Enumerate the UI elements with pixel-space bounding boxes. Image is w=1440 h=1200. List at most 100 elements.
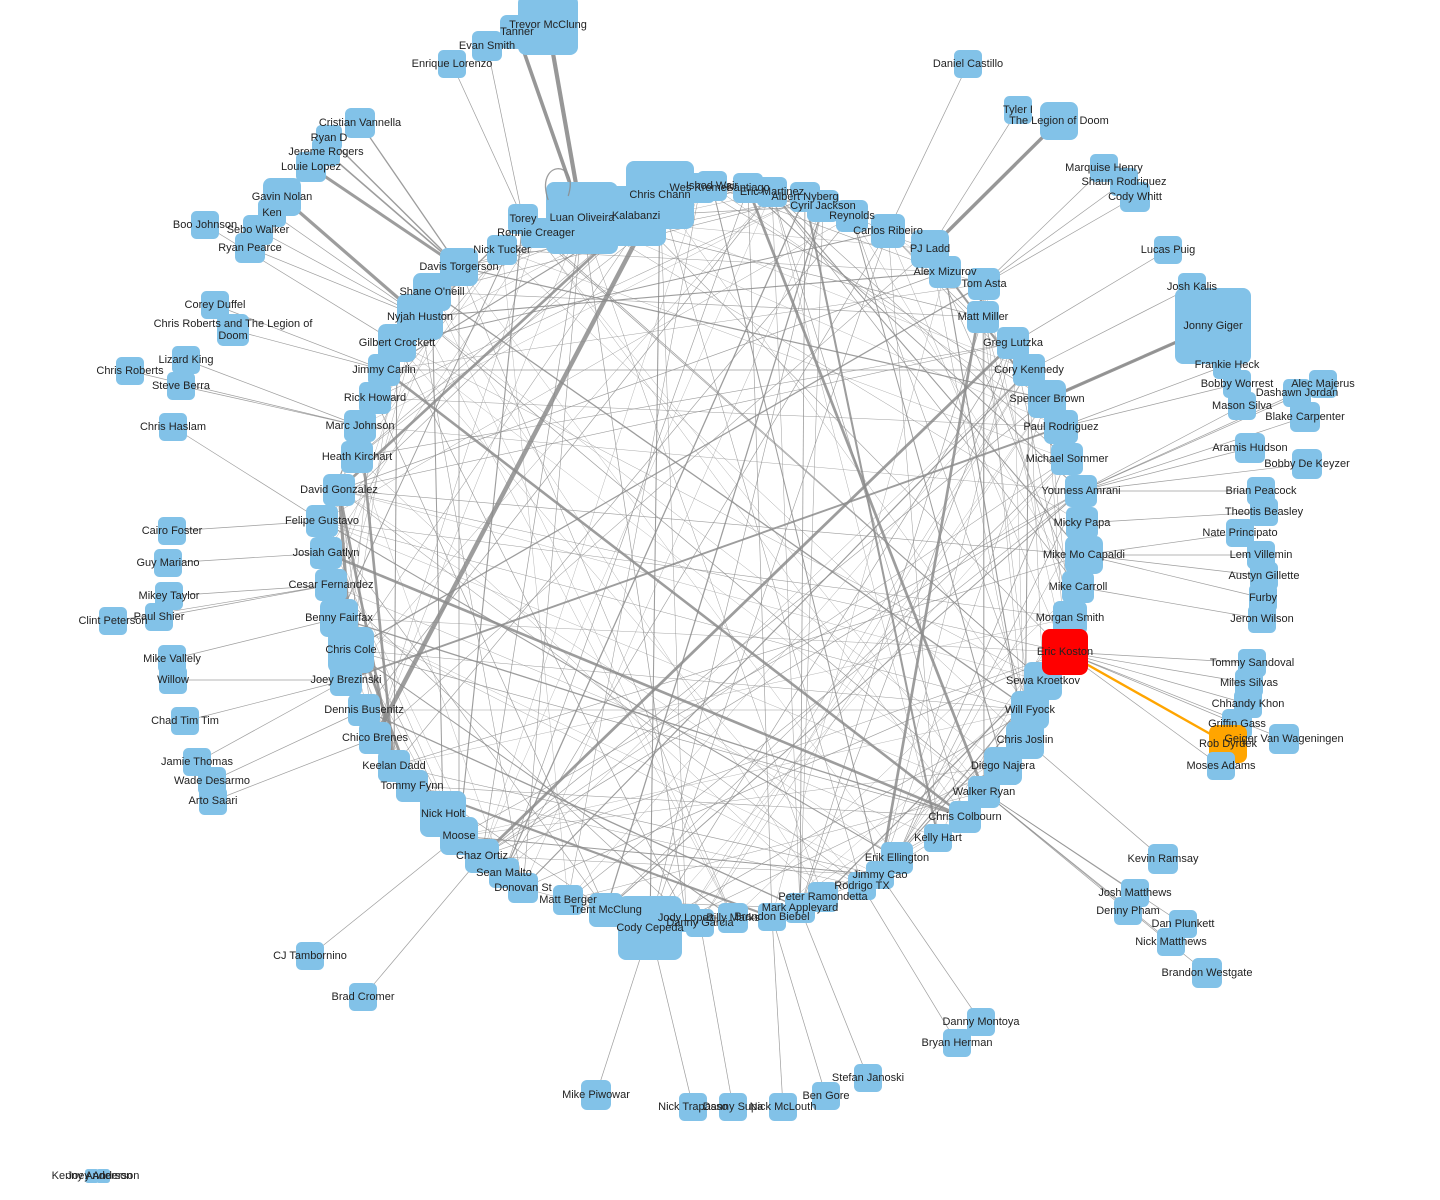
svg-text:Jimmy Carlin: Jimmy Carlin [352, 364, 416, 376]
svg-text:Ken: Ken [262, 207, 282, 219]
svg-text:Tanner: Tanner [500, 26, 534, 38]
svg-text:Cesar Fernandez: Cesar Fernandez [289, 579, 374, 591]
svg-text:Cory Kennedy: Cory Kennedy [994, 364, 1064, 376]
svg-text:Corey Duffel: Corey Duffel [185, 299, 246, 311]
svg-text:Daniel Castillo: Daniel Castillo [933, 58, 1003, 70]
svg-text:Nyjah Huston: Nyjah Huston [387, 311, 453, 323]
svg-text:Dan Plunkett: Dan Plunkett [1152, 918, 1215, 930]
svg-text:Ryan D: Ryan D [311, 132, 348, 144]
svg-text:Nick Holt: Nick Holt [421, 808, 465, 820]
svg-text:CJ Tambornino: CJ Tambornino [273, 950, 347, 962]
svg-text:Enrique Lorenzo: Enrique Lorenzo [412, 58, 493, 70]
svg-text:Chaz Ortiz: Chaz Ortiz [456, 850, 508, 862]
svg-text:Brandon Westgate: Brandon Westgate [1162, 967, 1253, 979]
svg-text:Jonny Giger: Jonny Giger [1183, 320, 1243, 332]
svg-text:Ronnie Creager: Ronnie Creager [497, 227, 575, 239]
svg-text:Lucas Puig: Lucas Puig [1141, 244, 1195, 256]
svg-text:Erik Ellington: Erik Ellington [865, 852, 929, 864]
svg-text:PJ Ladd: PJ Ladd [910, 243, 950, 255]
svg-text:Eric Koston: Eric Koston [1037, 646, 1093, 658]
svg-text:Steve Berra: Steve Berra [152, 380, 211, 392]
svg-text:Nick Matthews: Nick Matthews [1135, 936, 1207, 948]
svg-text:Tommy Fynn: Tommy Fynn [381, 780, 444, 792]
svg-text:Mason Silva: Mason Silva [1212, 400, 1273, 412]
svg-text:Jeron Wilson: Jeron Wilson [1230, 613, 1294, 625]
svg-text:Cody Whitt: Cody Whitt [1108, 191, 1162, 203]
svg-text:Chris Roberts and The Legion o: Chris Roberts and The Legion of [154, 318, 314, 330]
svg-text:Mikey Taylor: Mikey Taylor [139, 590, 200, 602]
svg-text:Chris Joslin: Chris Joslin [997, 734, 1054, 746]
svg-text:Reynolds: Reynolds [829, 210, 875, 222]
svg-text:Paul Rodriguez: Paul Rodriguez [1023, 421, 1098, 433]
svg-text:Sewa Kroetkov: Sewa Kroetkov [1006, 675, 1080, 687]
svg-text:Chris Cole: Chris Cole [325, 644, 376, 656]
svg-text:Mike Piwowar: Mike Piwowar [562, 1089, 630, 1101]
svg-text:Frankie Heck: Frankie Heck [1195, 359, 1260, 371]
svg-text:Morgan Smith: Morgan Smith [1036, 612, 1104, 624]
svg-text:Chad Tim Tim: Chad Tim Tim [151, 715, 219, 727]
svg-text:Jereme Rogers: Jereme Rogers [288, 146, 364, 158]
svg-text:Greg Lutzka: Greg Lutzka [983, 337, 1044, 349]
svg-text:Brad Cromer: Brad Cromer [332, 991, 395, 1003]
svg-text:Rick Howard: Rick Howard [344, 392, 406, 404]
svg-text:Benny Fairfax: Benny Fairfax [305, 612, 373, 624]
svg-text:Joey Brezinski: Joey Brezinski [311, 674, 382, 686]
svg-text:Paul Shier: Paul Shier [134, 611, 185, 623]
svg-text:Alec Majerus: Alec Majerus [1291, 378, 1355, 390]
svg-text:Mike Carroll: Mike Carroll [1049, 581, 1108, 593]
svg-text:Kelly Hart: Kelly Hart [914, 832, 962, 844]
svg-text:Moose: Moose [442, 830, 475, 842]
svg-text:Shane O'neill: Shane O'neill [399, 286, 464, 298]
svg-text:Kevin Ramsay: Kevin Ramsay [1128, 853, 1199, 865]
svg-text:Marc Johnson: Marc Johnson [325, 420, 394, 432]
svg-text:Guy Mariano: Guy Mariano [137, 557, 200, 569]
svg-text:Luan Oliveira: Luan Oliveira [550, 212, 616, 224]
svg-text:Nate Principato: Nate Principato [1202, 527, 1277, 539]
svg-text:Josh Kalis: Josh Kalis [1167, 281, 1218, 293]
svg-text:Dennis Busenitz: Dennis Busenitz [324, 704, 404, 716]
svg-text:Willow: Willow [157, 674, 189, 686]
svg-text:Walker Ryan: Walker Ryan [953, 786, 1016, 798]
svg-text:Mark Appleyard: Mark Appleyard [762, 902, 838, 914]
svg-text:Felipe Gustavo: Felipe Gustavo [285, 515, 359, 527]
svg-text:Sean Malto: Sean Malto [476, 867, 532, 879]
svg-text:Josh Matthews: Josh Matthews [1098, 887, 1172, 899]
svg-text:Matt Miller: Matt Miller [958, 311, 1009, 323]
svg-text:Jamie Thomas: Jamie Thomas [161, 756, 233, 768]
svg-text:Alex Mizurov: Alex Mizurov [914, 266, 977, 278]
svg-text:Chris Roberts: Chris Roberts [96, 365, 164, 377]
svg-text:Theotis Beasley: Theotis Beasley [1225, 506, 1304, 518]
svg-text:Doom: Doom [218, 330, 247, 342]
svg-text:Miles Silvas: Miles Silvas [1220, 677, 1279, 689]
svg-text:Mike Mo Capaldi: Mike Mo Capaldi [1043, 549, 1125, 561]
svg-text:Bryan Herman: Bryan Herman [922, 1037, 993, 1049]
svg-text:Wade Desarmo: Wade Desarmo [174, 775, 250, 787]
svg-text:Youness Amrani: Youness Amrani [1041, 485, 1120, 497]
svg-text:Louie Lopez: Louie Lopez [281, 161, 341, 173]
svg-text:Furby: Furby [1249, 592, 1278, 604]
svg-text:Joey Anderson: Joey Anderson [67, 1170, 140, 1182]
svg-text:Spencer Brown: Spencer Brown [1009, 393, 1084, 405]
svg-text:Will Fyock: Will Fyock [1005, 704, 1056, 716]
svg-text:Jimmy Cao: Jimmy Cao [852, 869, 907, 881]
svg-text:Bobby De Keyzer: Bobby De Keyzer [1264, 458, 1350, 470]
svg-text:Michael Sommer: Michael Sommer [1026, 453, 1109, 465]
svg-text:Keelan Dadd: Keelan Dadd [362, 760, 426, 772]
svg-text:Heath Kirchart: Heath Kirchart [322, 451, 392, 463]
svg-text:Aramis Hudson: Aramis Hudson [1212, 442, 1287, 454]
svg-text:Trent McClung: Trent McClung [570, 904, 642, 916]
svg-text:Nick McLouth: Nick McLouth [750, 1101, 817, 1113]
svg-text:Chico Brenes: Chico Brenes [342, 732, 409, 744]
svg-text:Diego Najera: Diego Najera [971, 760, 1036, 772]
svg-text:Stefan Janoski: Stefan Janoski [832, 1072, 904, 1084]
svg-text:Austyn Gillette: Austyn Gillette [1229, 570, 1300, 582]
svg-text:Micky Papa: Micky Papa [1054, 517, 1112, 529]
svg-text:Nick Tucker: Nick Tucker [473, 244, 531, 256]
svg-text:David Gonzalez: David Gonzalez [300, 484, 378, 496]
svg-text:Torey: Torey [510, 213, 537, 225]
svg-text:Sebo Walker: Sebo Walker [227, 224, 290, 236]
svg-text:Peter Ramondetta: Peter Ramondetta [778, 891, 868, 903]
svg-text:Chris Colbourn: Chris Colbourn [928, 811, 1001, 823]
svg-text:Rodrigo TX: Rodrigo TX [834, 880, 890, 892]
svg-text:Evan Smith: Evan Smith [459, 40, 515, 52]
